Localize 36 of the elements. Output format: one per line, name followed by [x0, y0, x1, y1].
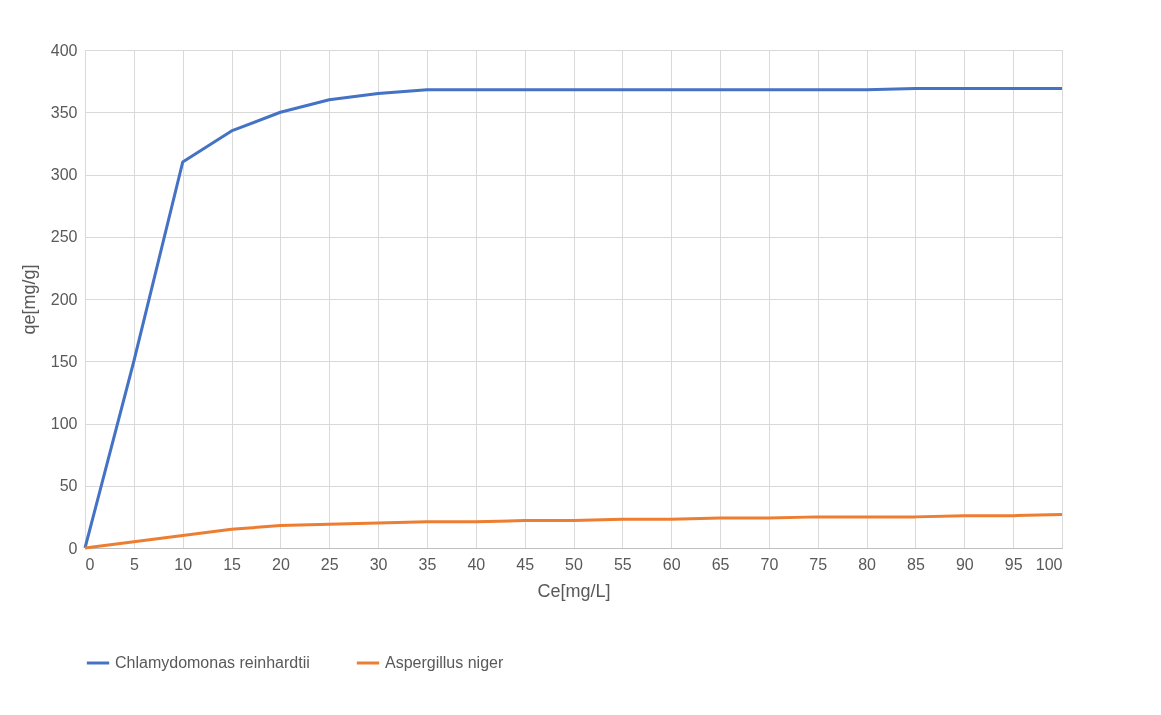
y-tick-label: 50: [59, 477, 78, 495]
x-tick-label: 100: [1035, 555, 1063, 573]
y-tick-label: 100: [50, 415, 78, 432]
x-axis-title: Ce[mg/L]: [537, 580, 611, 601]
x-tick-label: 25: [320, 555, 339, 573]
x-tick-label: 20: [272, 555, 290, 573]
x-tick-label: 50: [565, 555, 583, 573]
y-tick-label: 0: [68, 539, 78, 557]
y-tick-label: 350: [50, 103, 78, 121]
x-tick-label: 30: [369, 555, 388, 573]
x-tick-label: 70: [760, 555, 779, 573]
x-tick-label: 65: [711, 555, 730, 573]
x-tick-label: 55: [613, 555, 632, 573]
legend-label: Aspergillus niger: [385, 654, 504, 671]
y-tick-label: 150: [50, 352, 78, 370]
y-tick-label: 300: [50, 166, 78, 183]
x-tick-label: 40: [467, 555, 486, 573]
x-tick-label: 75: [809, 555, 828, 573]
x-tick-label: 95: [1004, 555, 1023, 573]
y-tick-label: 250: [50, 228, 78, 246]
line-series: [83, 512, 1064, 550]
x-tick-label: 0: [85, 555, 95, 573]
x-tick-label: 35: [418, 555, 437, 573]
y-axis-title: qe[mg/g]: [18, 264, 39, 335]
x-tick-label: 90: [955, 555, 974, 573]
x-tick-label: 60: [662, 555, 681, 573]
x-tick-label: 15: [223, 555, 242, 573]
x-tick-label: 80: [858, 555, 877, 573]
line-series: [83, 87, 1064, 550]
x-tick-label: 45: [516, 555, 535, 573]
y-tick-label: 400: [50, 41, 78, 59]
x-tick-label: 5: [129, 555, 139, 573]
x-tick-label: 10: [174, 555, 193, 573]
y-tick-label: 200: [50, 290, 78, 308]
x-tick-label: 85: [907, 555, 925, 573]
legend-label: Chlamydomonas reinhardtii: [115, 654, 310, 671]
